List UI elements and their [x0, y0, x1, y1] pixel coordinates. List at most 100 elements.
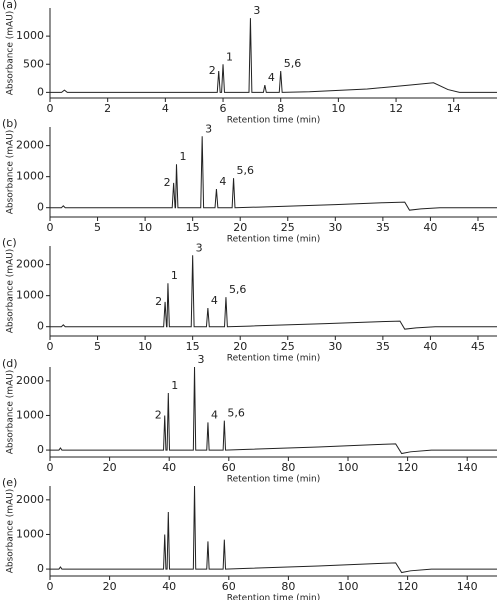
y-tick-label: 0 — [37, 320, 44, 333]
x-tick-label: 10 — [138, 221, 152, 234]
peak-label: 1 — [171, 379, 178, 392]
x-tick-label: 0 — [47, 461, 54, 474]
x-tick-label: 45 — [471, 340, 485, 353]
x-tick-label: 30 — [328, 340, 342, 353]
y-tick-label: 2000 — [16, 374, 44, 387]
peak-label: 1 — [226, 50, 233, 63]
peak-label: 3 — [198, 353, 205, 366]
trace — [50, 255, 497, 330]
y-axis-label: Absorbance (mAU) — [6, 249, 16, 334]
x-tick-label: 60 — [222, 461, 236, 474]
peak-label: 2 — [155, 295, 162, 308]
x-tick-label: 60 — [222, 580, 236, 593]
x-tick-label: 20 — [233, 221, 247, 234]
panel-label: (d) — [2, 357, 18, 370]
x-tick-label: 8 — [277, 102, 284, 115]
x-axis-label: Retention time (min) — [227, 354, 320, 364]
x-tick-label: 30 — [328, 221, 342, 234]
x-tick-label: 40 — [162, 461, 176, 474]
x-tick-label: 80 — [281, 580, 295, 593]
y-tick-label: 0 — [37, 562, 44, 575]
x-tick-label: 4 — [162, 102, 169, 115]
y-tick-label: 1000 — [16, 289, 44, 302]
panel-label: (b) — [2, 117, 18, 130]
x-tick-label: 140 — [457, 580, 478, 593]
y-axis-label: Absorbance (mAU) — [6, 130, 16, 215]
x-axis-label: Retention time (min) — [227, 594, 320, 600]
y-tick-label: 2000 — [16, 493, 44, 506]
y-tick-label: 0 — [37, 443, 44, 456]
panel-label: (a) — [2, 0, 17, 11]
peak-label: 3 — [253, 4, 260, 17]
x-tick-label: 0 — [47, 102, 54, 115]
x-tick-label: 0 — [47, 580, 54, 593]
x-tick-label: 20 — [103, 461, 117, 474]
x-tick-label: 20 — [103, 580, 117, 593]
x-tick-label: 100 — [338, 461, 359, 474]
y-axis-label: Absorbance (mAU) — [6, 370, 16, 455]
y-tick-label: 1000 — [16, 527, 44, 540]
y-axis-label: Absorbance (mAU) — [6, 489, 16, 574]
panel-label: (e) — [2, 476, 17, 489]
x-axis-label: Retention time (min) — [227, 475, 320, 485]
x-tick-label: 120 — [397, 580, 418, 593]
x-tick-label: 35 — [376, 221, 390, 234]
x-tick-label: 25 — [281, 221, 295, 234]
x-tick-label: 45 — [471, 221, 485, 234]
x-tick-label: 15 — [186, 340, 200, 353]
peak-label: 1 — [179, 150, 186, 163]
peak-label: 4 — [211, 294, 218, 307]
x-tick-label: 2 — [104, 102, 111, 115]
y-tick-label: 1000 — [16, 170, 44, 183]
x-tick-label: 10 — [331, 102, 345, 115]
x-axis-label: Retention time (min) — [227, 116, 320, 126]
trace — [50, 485, 497, 574]
peak-label: 5,6 — [237, 164, 255, 177]
peak-label: 4 — [211, 408, 218, 421]
x-tick-label: 10 — [138, 340, 152, 353]
peak-label: 2 — [164, 176, 171, 189]
peak-label: 4 — [268, 71, 275, 84]
y-tick-label: 1000 — [16, 29, 44, 42]
x-tick-label: 120 — [397, 461, 418, 474]
y-tick-label: 2000 — [16, 139, 44, 152]
y-tick-label: 0 — [37, 85, 44, 98]
peak-label: 5,6 — [227, 407, 245, 420]
y-axis-label: Absorbance (mAU) — [6, 11, 16, 96]
peak-label: 1 — [171, 269, 178, 282]
x-tick-label: 14 — [447, 102, 461, 115]
peak-label: 4 — [219, 175, 226, 188]
x-tick-label: 80 — [281, 461, 295, 474]
panel-label: (c) — [2, 236, 17, 249]
x-tick-label: 40 — [423, 221, 437, 234]
x-tick-label: 140 — [457, 461, 478, 474]
peak-label: 5,6 — [284, 57, 302, 70]
x-tick-label: 15 — [186, 221, 200, 234]
x-tick-label: 35 — [376, 340, 390, 353]
peak-label: 3 — [205, 122, 212, 135]
y-tick-label: 1000 — [16, 408, 44, 421]
x-tick-label: 5 — [94, 221, 101, 234]
peak-label: 3 — [196, 241, 203, 254]
x-tick-label: 6 — [220, 102, 227, 115]
y-tick-label: 2000 — [16, 258, 44, 271]
x-tick-label: 40 — [423, 340, 437, 353]
x-tick-label: 100 — [338, 580, 359, 593]
x-tick-label: 12 — [389, 102, 403, 115]
y-tick-label: 0 — [37, 201, 44, 214]
x-tick-label: 25 — [281, 340, 295, 353]
x-tick-label: 0 — [47, 221, 54, 234]
peak-label: 2 — [155, 408, 162, 421]
x-tick-label: 40 — [162, 580, 176, 593]
peak-label: 2 — [209, 64, 216, 77]
peak-label: 5,6 — [229, 283, 247, 296]
x-tick-label: 0 — [47, 340, 54, 353]
x-axis-label: Retention time (min) — [227, 235, 320, 245]
trace — [50, 18, 497, 93]
trace — [50, 136, 497, 211]
x-tick-label: 5 — [94, 340, 101, 353]
trace — [50, 366, 497, 455]
x-tick-label: 20 — [233, 340, 247, 353]
y-tick-label: 500 — [23, 57, 44, 70]
